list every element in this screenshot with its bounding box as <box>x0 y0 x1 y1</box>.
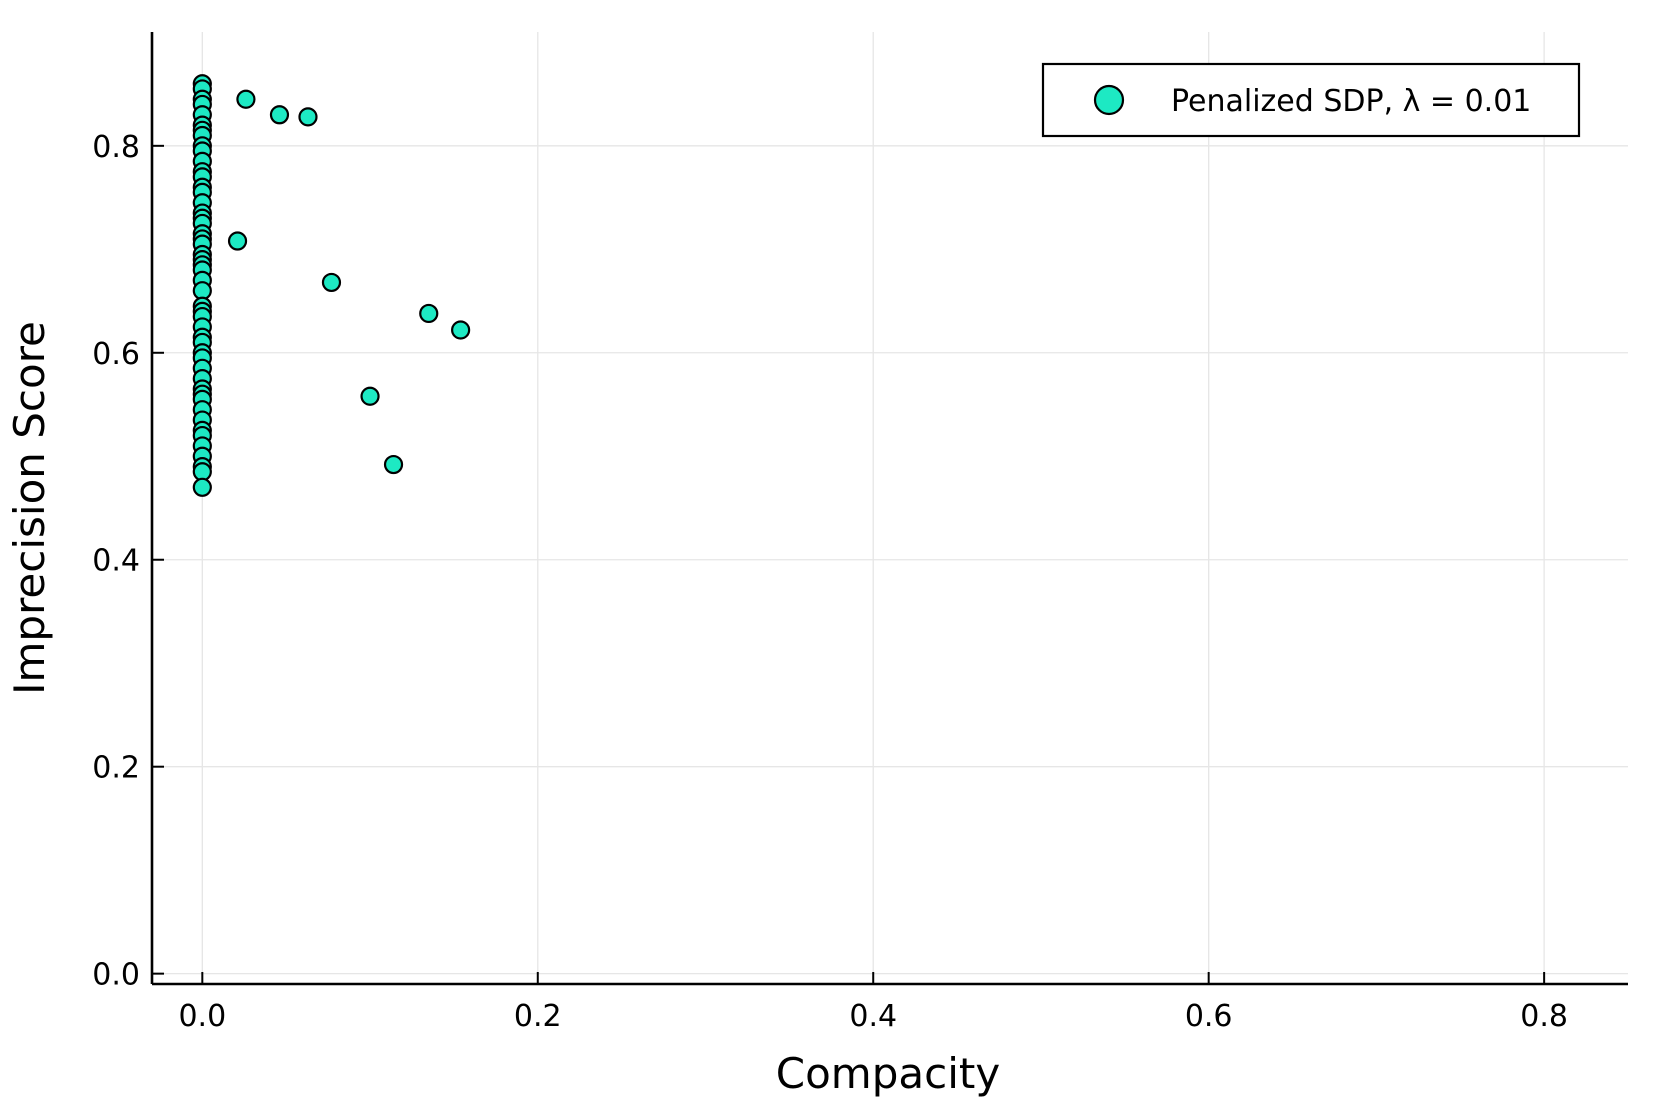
scatter-point-50 <box>236 89 256 109</box>
data-points <box>192 74 471 497</box>
y-tick-label-1: 0.2 <box>92 751 140 786</box>
scatter-point-56 <box>451 320 471 340</box>
y-axis-title: Imprecision Score <box>5 321 54 695</box>
x-tick-label-2: 0.4 <box>849 999 897 1034</box>
scatter-point-58 <box>383 454 404 475</box>
scatter-point-57 <box>360 386 380 406</box>
legend: Penalized SDP, λ = 0.01 <box>1041 62 1581 138</box>
x-tick-label-4: 0.8 <box>1520 999 1568 1034</box>
x-axis-title: Compacity <box>776 1049 1000 1098</box>
tick-labels: 0.0 0.2 0.4 0.6 0.8 0.0 0.2 0.4 0.6 0.8 <box>92 130 1568 1034</box>
y-tick-label-2: 0.4 <box>92 544 140 579</box>
y-tick-label-0: 0.0 <box>92 958 140 993</box>
x-tick-label-1: 0.2 <box>514 999 562 1034</box>
axes <box>150 32 1628 986</box>
scatter-point-55 <box>419 303 439 324</box>
scatter-point-53 <box>227 231 248 251</box>
scatter-point-52 <box>298 107 318 127</box>
grid-lines <box>152 32 1628 984</box>
legend-marker-icon <box>1093 84 1125 116</box>
y-tick-label-4: 0.8 <box>92 130 140 165</box>
x-tick-label-0: 0.0 <box>178 999 226 1034</box>
legend-label: Penalized SDP, λ = 0.01 <box>1171 84 1531 119</box>
scatter-point-51 <box>269 105 290 125</box>
scatter-point-54 <box>321 272 342 293</box>
legend-box <box>1041 62 1581 138</box>
x-tick-label-3: 0.6 <box>1185 999 1233 1034</box>
y-tick-label-3: 0.6 <box>92 337 140 372</box>
scatter-point-49 <box>192 477 212 497</box>
